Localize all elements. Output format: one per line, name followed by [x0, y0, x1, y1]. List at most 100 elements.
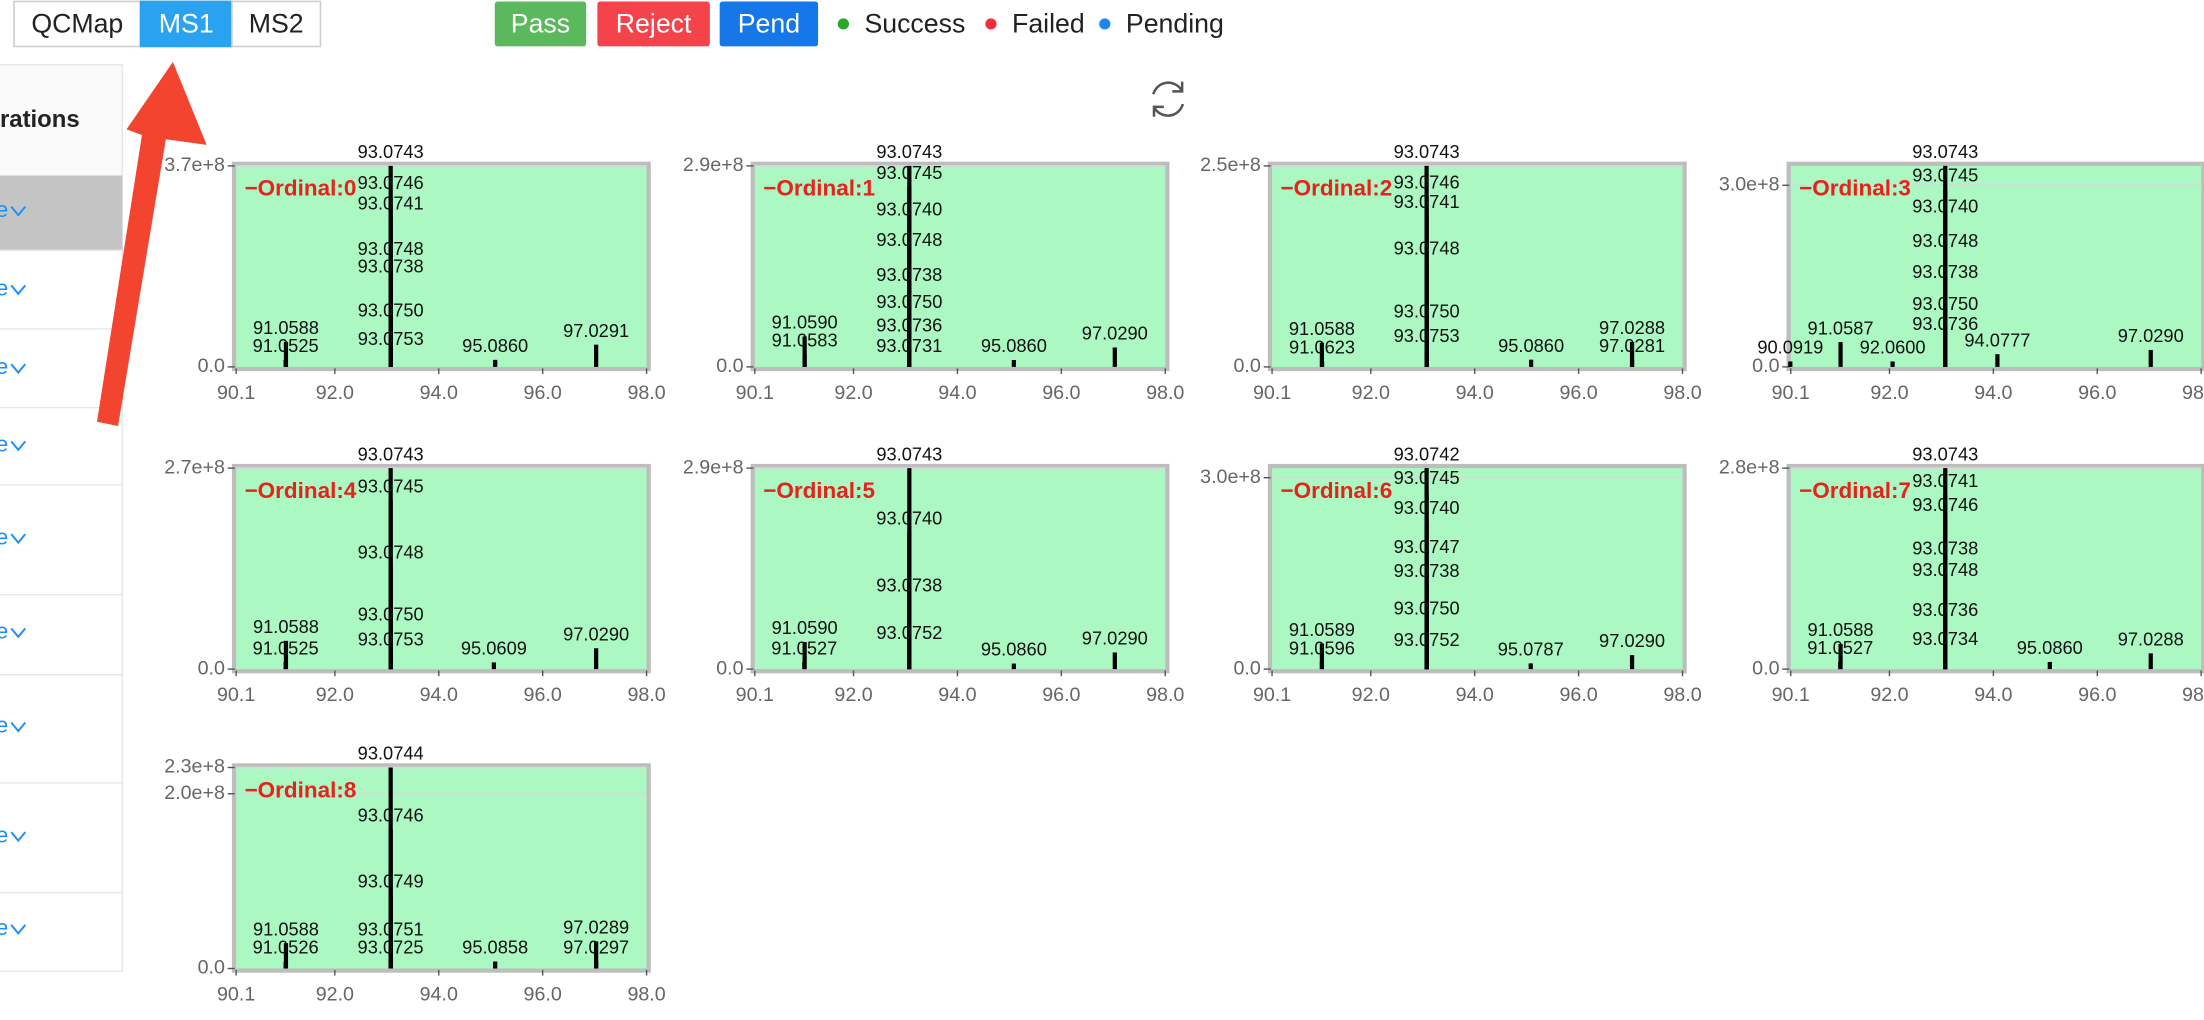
sidebar-header-bg [0, 63, 123, 177]
tab-box [231, 0, 322, 48]
x-tick-label: 90.1 [1253, 382, 1291, 404]
action-button[interactable]: Reject [597, 1, 710, 47]
sidebar-row[interactable]: e [0, 915, 27, 940]
peak-label: 93.0747 [1394, 536, 1460, 557]
peak-label: 93.0750 [1912, 293, 1978, 314]
peak-label: 97.0297 [563, 937, 629, 958]
peak-label: 95.0860 [981, 335, 1047, 356]
spectrum-chart: 90.1 92.0 94.0 96.0 98.0 0.0 2.5e+8 93.0743 93.0… [1200, 141, 1702, 404]
legend-dot [1099, 18, 1111, 30]
action-button[interactable]: Pend [719, 1, 819, 47]
peak-label: 97.0288 [2118, 628, 2184, 649]
y-tick-label: 0.0 [198, 355, 225, 377]
y-tick-label: 0.0 [198, 657, 225, 679]
peak-label: 95.0860 [1498, 335, 1564, 356]
peak-label: 95.0609 [461, 638, 527, 659]
x-tick-label: 94.0 [1456, 684, 1494, 706]
peak-label: 93.0748 [358, 238, 424, 259]
plot-area [231, 763, 651, 973]
sidebar: rations e e e e e e e e e [0, 63, 123, 973]
chevron [10, 627, 27, 639]
x-tick-label: 98.0 [627, 684, 665, 706]
x-tick-label: 96.0 [1042, 684, 1080, 706]
refresh-icon[interactable] [1152, 81, 1185, 117]
x-tick-label: 96.0 [2078, 382, 2116, 404]
x-tick-label: 94.0 [938, 382, 976, 404]
tab[interactable]: MS2 [231, 0, 322, 48]
peak-label: 93.0746 [358, 805, 424, 826]
peak-label: 97.0290 [2118, 325, 2184, 346]
tab-label: MS2 [249, 8, 304, 38]
button-box [494, 1, 587, 47]
peak-label: 97.0281 [1599, 335, 1665, 356]
tab-label: QCMap [31, 8, 123, 38]
plot-area [231, 463, 651, 674]
chart-title: −Ordinal:2 [1281, 176, 1393, 201]
x-tick-label: 90.1 [736, 382, 774, 404]
spectrum-chart: 90.1 92.0 94.0 96.0 98.00.02.9e+893.074393.0… [683, 443, 1185, 706]
sidebar-row[interactable]: e [0, 524, 27, 549]
peak-label: 93.0740 [1394, 497, 1460, 518]
x-tick-label: 92.0 [834, 382, 872, 404]
peak-label: 91.0525 [253, 335, 319, 356]
peak-label: 93.0749 [358, 870, 424, 891]
y-tick-label: 2.7e+8 [164, 456, 225, 478]
plot-area [750, 161, 1170, 372]
action-button[interactable]: Pass [494, 1, 587, 47]
peak-label: 94.0777 [1964, 329, 2030, 350]
peak-label: 93.0750 [1394, 300, 1460, 321]
peak-label: 93.0738 [358, 256, 424, 277]
sidebar-row[interactable]: e [0, 619, 27, 644]
peak-label: 93.0741 [358, 193, 424, 214]
y-tick-label: 2.3e+8 [164, 756, 225, 778]
peak-label: 93.0743 [876, 141, 942, 162]
button-label: Pend [738, 8, 800, 38]
peak-label: 93.0743 [1394, 141, 1460, 162]
peak-label: 93.0742 [1394, 443, 1460, 464]
sidebar-row[interactable]: e [0, 197, 27, 222]
peak-label: 91.0588 [253, 616, 319, 637]
tab-box [13, 0, 142, 48]
tab[interactable]: QCMap [13, 0, 142, 48]
chevron [10, 284, 27, 296]
button-label: Pass [511, 8, 570, 38]
peak-label: 93.0743 [1912, 141, 1978, 162]
y-tick-label: 2.8e+8 [1719, 456, 1780, 478]
peak-label: 93.0750 [358, 300, 424, 321]
x-tick-label: 98.0 [1146, 382, 1184, 404]
x-tick-label: 98.0 [2182, 684, 2204, 706]
x-tick-label: 96.0 [524, 684, 562, 706]
spectrum-chart: 90.1 92.0 94.0 96.0 98.00.02.9e+893.074393.0… [683, 141, 1185, 404]
sidebar-row[interactable]: e [0, 432, 27, 457]
peak-label: 91.0588 [1289, 318, 1355, 339]
x-tick-label: 98.0 [1663, 382, 1701, 404]
x-tick-label: 90.1 [1772, 684, 1810, 706]
sidebar-row[interactable]: e [0, 713, 27, 738]
peak-label: 93.0738 [876, 264, 942, 285]
peak-label: 93.0752 [876, 622, 942, 643]
y-tick-label: 3.0e+8 [1719, 173, 1780, 195]
tab[interactable]: MS1 [139, 0, 233, 48]
x-tick-label: 90.1 [217, 684, 255, 706]
peak-label: 93.0736 [1912, 599, 1978, 620]
x-tick-label: 98.0 [2182, 382, 2204, 404]
legend-dot [985, 18, 997, 30]
selected-row [0, 175, 123, 251]
peak-label: 95.0787 [1498, 639, 1564, 660]
sidebar-row[interactable]: e [0, 276, 27, 301]
spectrum-chart: 90.1 92.0 94.0 96.0 98.0 0.0 2.8e+8 93.0743 93.0… [1719, 443, 2204, 706]
x-tick-label: 96.0 [1559, 382, 1597, 404]
sidebar-row[interactable]: e [0, 354, 27, 379]
x-tick-label: 90.1 [217, 983, 255, 1005]
peak-label: 93.0738 [1912, 261, 1978, 282]
peak-label: 91.0526 [253, 937, 319, 958]
y-tick-label: 0.0 [1234, 657, 1261, 679]
sidebar-row[interactable]: e [0, 822, 27, 847]
peak-label: 93.0748 [876, 229, 942, 250]
y-tick-label: 0.0 [198, 957, 225, 979]
peak-label: 91.0590 [772, 617, 838, 638]
peak-label: 93.0734 [1912, 628, 1978, 649]
peak-label: 93.0745 [1912, 165, 1978, 186]
peak-label: 93.0743 [358, 443, 424, 464]
